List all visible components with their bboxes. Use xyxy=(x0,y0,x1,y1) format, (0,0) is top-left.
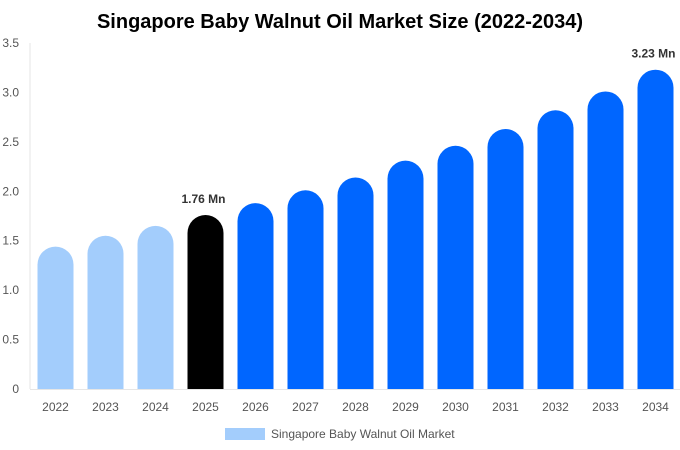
data-label-2034: 3.23 Mn xyxy=(631,47,675,61)
y-tick-label: 2.0 xyxy=(2,184,19,198)
bar-2031 xyxy=(487,129,524,389)
y-tick-label: 3.0 xyxy=(2,85,19,99)
x-tick-label: 2030 xyxy=(442,400,469,414)
y-tick-label: 1.0 xyxy=(2,283,19,297)
bar-2032 xyxy=(537,110,574,390)
bar-2028 xyxy=(337,177,374,389)
y-tick-label: 1.5 xyxy=(2,234,19,248)
y-tick-label: 0.5 xyxy=(2,333,19,347)
x-tick-label: 2027 xyxy=(292,400,319,414)
x-tick-label: 2025 xyxy=(192,400,219,414)
x-tick-label: 2031 xyxy=(492,400,519,414)
bar-2022 xyxy=(37,246,74,389)
y-tick-label: 3.5 xyxy=(2,36,19,50)
legend: Singapore Baby Walnut Oil Market xyxy=(225,427,455,441)
bar-2029 xyxy=(387,160,424,389)
x-tick-label: 2026 xyxy=(242,400,269,414)
legend-swatch xyxy=(225,428,265,440)
bar-2023 xyxy=(87,235,124,389)
x-tick-label: 2029 xyxy=(392,400,419,414)
data-label-2025: 1.76 Mn xyxy=(181,192,225,206)
bar-2034 xyxy=(637,69,674,389)
x-tick-label: 2033 xyxy=(592,400,619,414)
bar-2024 xyxy=(137,225,174,389)
x-tick-label: 2028 xyxy=(342,400,369,414)
legend-label: Singapore Baby Walnut Oil Market xyxy=(271,427,455,441)
y-tick-label: 2.5 xyxy=(2,135,19,149)
x-tick-label: 2022 xyxy=(42,400,69,414)
bar-2027 xyxy=(287,190,324,389)
bar-2026 xyxy=(237,203,274,389)
chart-title: Singapore Baby Walnut Oil Market Size (2… xyxy=(97,11,583,33)
x-tick-label: 2034 xyxy=(642,400,669,414)
bar-2030 xyxy=(437,145,474,389)
bar-2033 xyxy=(587,91,624,390)
x-tick-label: 2032 xyxy=(542,400,569,414)
bar-2025 xyxy=(187,215,224,389)
x-tick-label: 2023 xyxy=(92,400,119,414)
y-tick-label: 0 xyxy=(12,382,19,396)
x-tick-label: 2024 xyxy=(142,400,169,414)
